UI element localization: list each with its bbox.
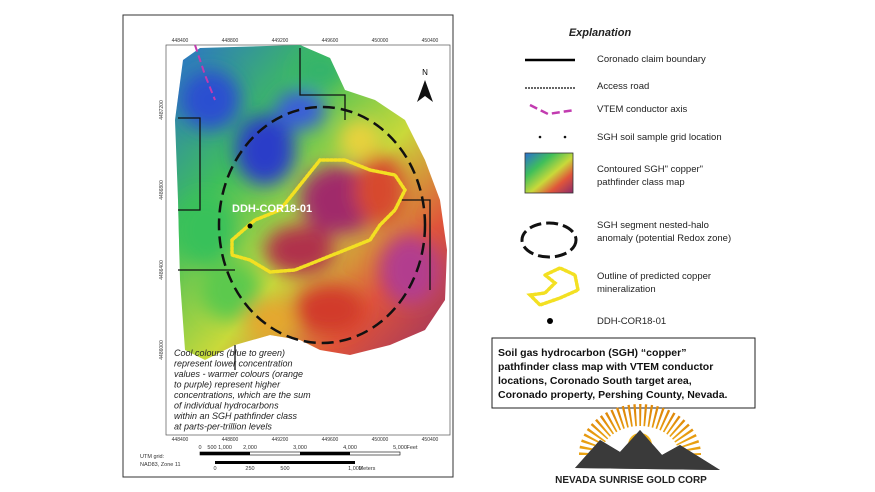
coord-label: 449600 (322, 38, 339, 44)
caption-box (491, 337, 756, 409)
copper-outline (230, 158, 408, 274)
coord-label: 450000 (372, 437, 389, 443)
map-note: within an SGH pathfinder class (174, 411, 298, 421)
caption-line: Soil gas hydrocarbon (SGH) “copper” (498, 347, 686, 359)
coord-label: 448800 (222, 437, 239, 443)
legend-label: anomaly (potential Redox zone) (597, 233, 731, 244)
coord-label: 450000 (372, 38, 389, 44)
coord-label: 4487200 (159, 100, 165, 120)
legend-label: Outline of predicted copper (597, 271, 711, 282)
legend-label: VTEM conductor axis (597, 104, 688, 115)
map-note: represent lower concentration (174, 359, 293, 369)
caption-line: locations, Coronado South target area, (498, 375, 692, 387)
claim-boundary (178, 48, 431, 370)
coord-label: 448400 (172, 437, 189, 443)
contour-map (175, 45, 447, 360)
scale-label: 5,000 (393, 445, 407, 451)
legend-label: DDH-COR18-01 (597, 316, 666, 327)
map-note: concentrations, which are the sum (174, 390, 311, 400)
scale-bar-fill (200, 452, 250, 455)
legend-label: Coronado claim boundary (597, 54, 706, 65)
scale-label: Meters (359, 466, 376, 472)
coord-label: 449200 (272, 437, 289, 443)
legend-label: Contoured SGH" copper" (597, 164, 703, 175)
coord-label: 450400 (422, 38, 439, 44)
scale-label: 0 (213, 466, 216, 472)
coord-label: 448400 (172, 38, 189, 44)
coord-label: 449600 (322, 437, 339, 443)
scale-label: 1,000 (348, 466, 362, 472)
coord-label: 4486800 (159, 180, 165, 200)
map-note: at parts-per-trillion levels (174, 422, 272, 432)
scale-label: 500 (280, 466, 289, 472)
coord-label: 4486400 (159, 260, 165, 280)
scale-label: 500 (207, 445, 216, 451)
scale-label: 250 (245, 466, 254, 472)
scale-bar-meters (215, 461, 355, 464)
scale-bar-fill (300, 452, 350, 455)
scale-label: 1,000 (218, 445, 232, 451)
legend-symbols (520, 58, 580, 324)
legend-title: Explanation (569, 27, 632, 39)
scale-label: 4,000 (343, 445, 357, 451)
coord-label: 449200 (272, 38, 289, 44)
logo (575, 404, 720, 470)
coord-label: 448800 (222, 38, 239, 44)
map-note: of individual hydrocarbons (174, 401, 279, 411)
coord-label: 450400 (422, 437, 439, 443)
vtem-axis (194, 44, 216, 101)
scale-label: 0 (198, 445, 201, 451)
legend-label: pathfinder class map (597, 177, 685, 188)
scale-label: 3,000 (293, 445, 307, 451)
grid-note: UTM grid: (140, 454, 165, 460)
halo-anomaly (217, 105, 427, 345)
north-label: N (422, 68, 428, 77)
grid-note: NAD83, Zone 11 (140, 462, 181, 468)
logo-text: NEVADA SUNRISE GOLD CORP (555, 475, 707, 486)
scale-label: 2,000 (243, 445, 257, 451)
drill-hole (247, 223, 253, 229)
caption-line: Coronado property, Pershing County, Neva… (498, 389, 728, 401)
legend-label: mineralization (597, 284, 656, 295)
drill-label: DDH-COR18-01 (232, 203, 312, 215)
coord-label: 4486000 (159, 340, 165, 360)
legend-label: SGH segment nested-halo (597, 220, 709, 231)
legend-label: Access road (597, 81, 649, 92)
scale-label: Feet (406, 445, 417, 451)
caption-line: pathfinder class map with VTEM conductor (498, 361, 713, 373)
map-note: to purple) represent higher (174, 380, 281, 390)
map-note: Cool colours (blue to green) (174, 348, 285, 358)
north-arrow (417, 80, 433, 102)
map-note: values - warmer colours (orange (174, 369, 303, 379)
legend-label: SGH soil sample grid location (597, 132, 722, 143)
